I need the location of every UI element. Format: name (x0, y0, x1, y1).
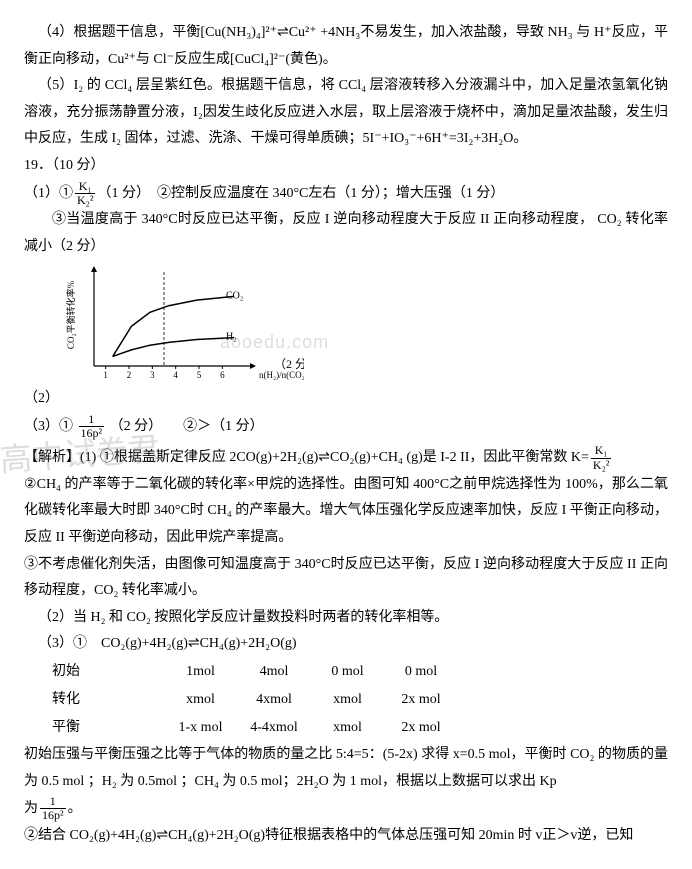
cell: 1mol (166, 658, 236, 686)
svg-text:CO₂平衡转化率%: CO₂平衡转化率% (65, 281, 76, 350)
q19-1-3: ③当温度高于 340°C时反应已达平衡，反应 I 逆向移动程度大于反应 II 正… (24, 207, 668, 260)
cell: 平衡 (52, 714, 162, 742)
cell: 初始 (52, 658, 162, 686)
frac-16p2-2: 116p² (40, 795, 66, 822)
cell: xmol (166, 686, 236, 714)
table-row: 转化 xmol 4xmol xmol 2x mol (52, 686, 668, 714)
svg-text:CO₂: CO₂ (226, 291, 243, 302)
q19-2-label: （2） (24, 391, 59, 406)
cell: 4mol (239, 658, 309, 686)
svg-text:2: 2 (127, 370, 132, 380)
tail-1: 初始压强与平衡压强之比等于气体的物质的量之比 5:4=5：(5-2x) 求得 x… (24, 742, 668, 795)
table-row: 平衡 1-x mol 4-4xmol xmol 2x mol (52, 714, 668, 742)
cell: xmol (313, 714, 383, 742)
q19-1-1a: （1）① (24, 185, 73, 200)
q19-3-b: ②＞（1 分） (183, 419, 264, 434)
svg-text:n(H₂)/n(CO₂): n(H₂)/n(CO₂) (259, 370, 304, 380)
table-row: 初始 1mol 4mol 0 mol 0 mol (52, 658, 668, 686)
q19-1-line1: （1）①K₁K₂²（1 分） ②控制反应温度在 340°C左右（1 分）；增大压… (24, 180, 668, 208)
analysis-4: （2）当 H₂ 和 CO₂ 按照化学反应计量数投料时两者的转化率相等。 (24, 605, 668, 632)
svg-text:（2 分）: （2 分） (274, 357, 304, 371)
conversion-chart: 1 2 3 4 5 6 CO₂ H₂ CO₂平衡转化率% n(H₂)/n(CO₂)（2 分） (64, 264, 304, 384)
svg-text:H₂: H₂ (226, 332, 237, 343)
tbl-eq: （3）① CO₂(g)+4H₂(g)⇌CH₄(g)+2H₂O(g) (24, 631, 668, 658)
cell: 转化 (52, 686, 162, 714)
q19-2: （2） (24, 386, 668, 413)
analysis-3: ③不考虑催化剂失活，由图像可知温度高于 340°C时反应已达平衡，反应 I 逆向… (24, 552, 668, 605)
cell: xmol (313, 686, 383, 714)
para-5: （5）I₂ 的 CCl₄ 层呈紫红色。根据题干信息，将 CCl₄ 层溶液转移入分… (24, 73, 668, 153)
q19-1-1b: （1 分） ②控制反应温度在 340°C左右（1 分）；增大压强（1 分） (97, 185, 504, 200)
cell: 2x mol (386, 714, 456, 742)
tail-2-post: 。 (68, 801, 82, 816)
tail-2-pre: 为 (24, 801, 38, 816)
svg-text:1: 1 (103, 370, 108, 380)
q19-3-a-pre: （3）① (24, 419, 73, 434)
cell: 0 mol (386, 658, 456, 686)
ice-table: 初始 1mol 4mol 0 mol 0 mol 转化 xmol 4xmol x… (52, 658, 668, 742)
analysis-2: ②CH₄ 的产率等于二氧化碳的转化率×甲烷的选择性。由图可知 400°C之前甲烷… (24, 472, 668, 552)
q19-3-a-after: （2 分） (110, 419, 163, 434)
cell: 2x mol (386, 686, 456, 714)
cell: 0 mol (313, 658, 383, 686)
svg-text:6: 6 (220, 370, 225, 380)
para-4: （4）根据题干信息，平衡[Cu(NH₃)₄]²⁺⇌Cu²⁺ +4NH₃不易发生，… (24, 20, 668, 73)
frac-16p2-1: 116p² (79, 413, 105, 440)
tail-3: ②结合 CO₂(g)+4H₂(g)⇌CH₄(g)+2H₂O(g)特征根据表格中的… (24, 823, 668, 850)
svg-text:5: 5 (197, 370, 202, 380)
tail-2: 为116p²。 (24, 795, 668, 823)
q19-head: 19．（10 分） (24, 153, 668, 180)
svg-text:4: 4 (173, 370, 178, 380)
svg-text:3: 3 (150, 370, 155, 380)
cell: 1-x mol (166, 714, 236, 742)
cell: 4xmol (239, 686, 309, 714)
cell: 4-4xmol (239, 714, 309, 742)
analysis-1: 【解析】(1) ①根据盖斯定律反应 2CO(g)+2H₂(g)⇌CO₂(g)+C… (24, 444, 668, 472)
q19-3: （3）① 116p² （2 分） ②＞（1 分） (24, 413, 668, 441)
frac-k1k2-1: K₁K₂² (75, 180, 95, 207)
frac-k1k2-2: K₁K₂² (591, 444, 611, 471)
analysis-1-text: 【解析】(1) ①根据盖斯定律反应 2CO(g)+2H₂(g)⇌CO₂(g)+C… (24, 450, 589, 465)
